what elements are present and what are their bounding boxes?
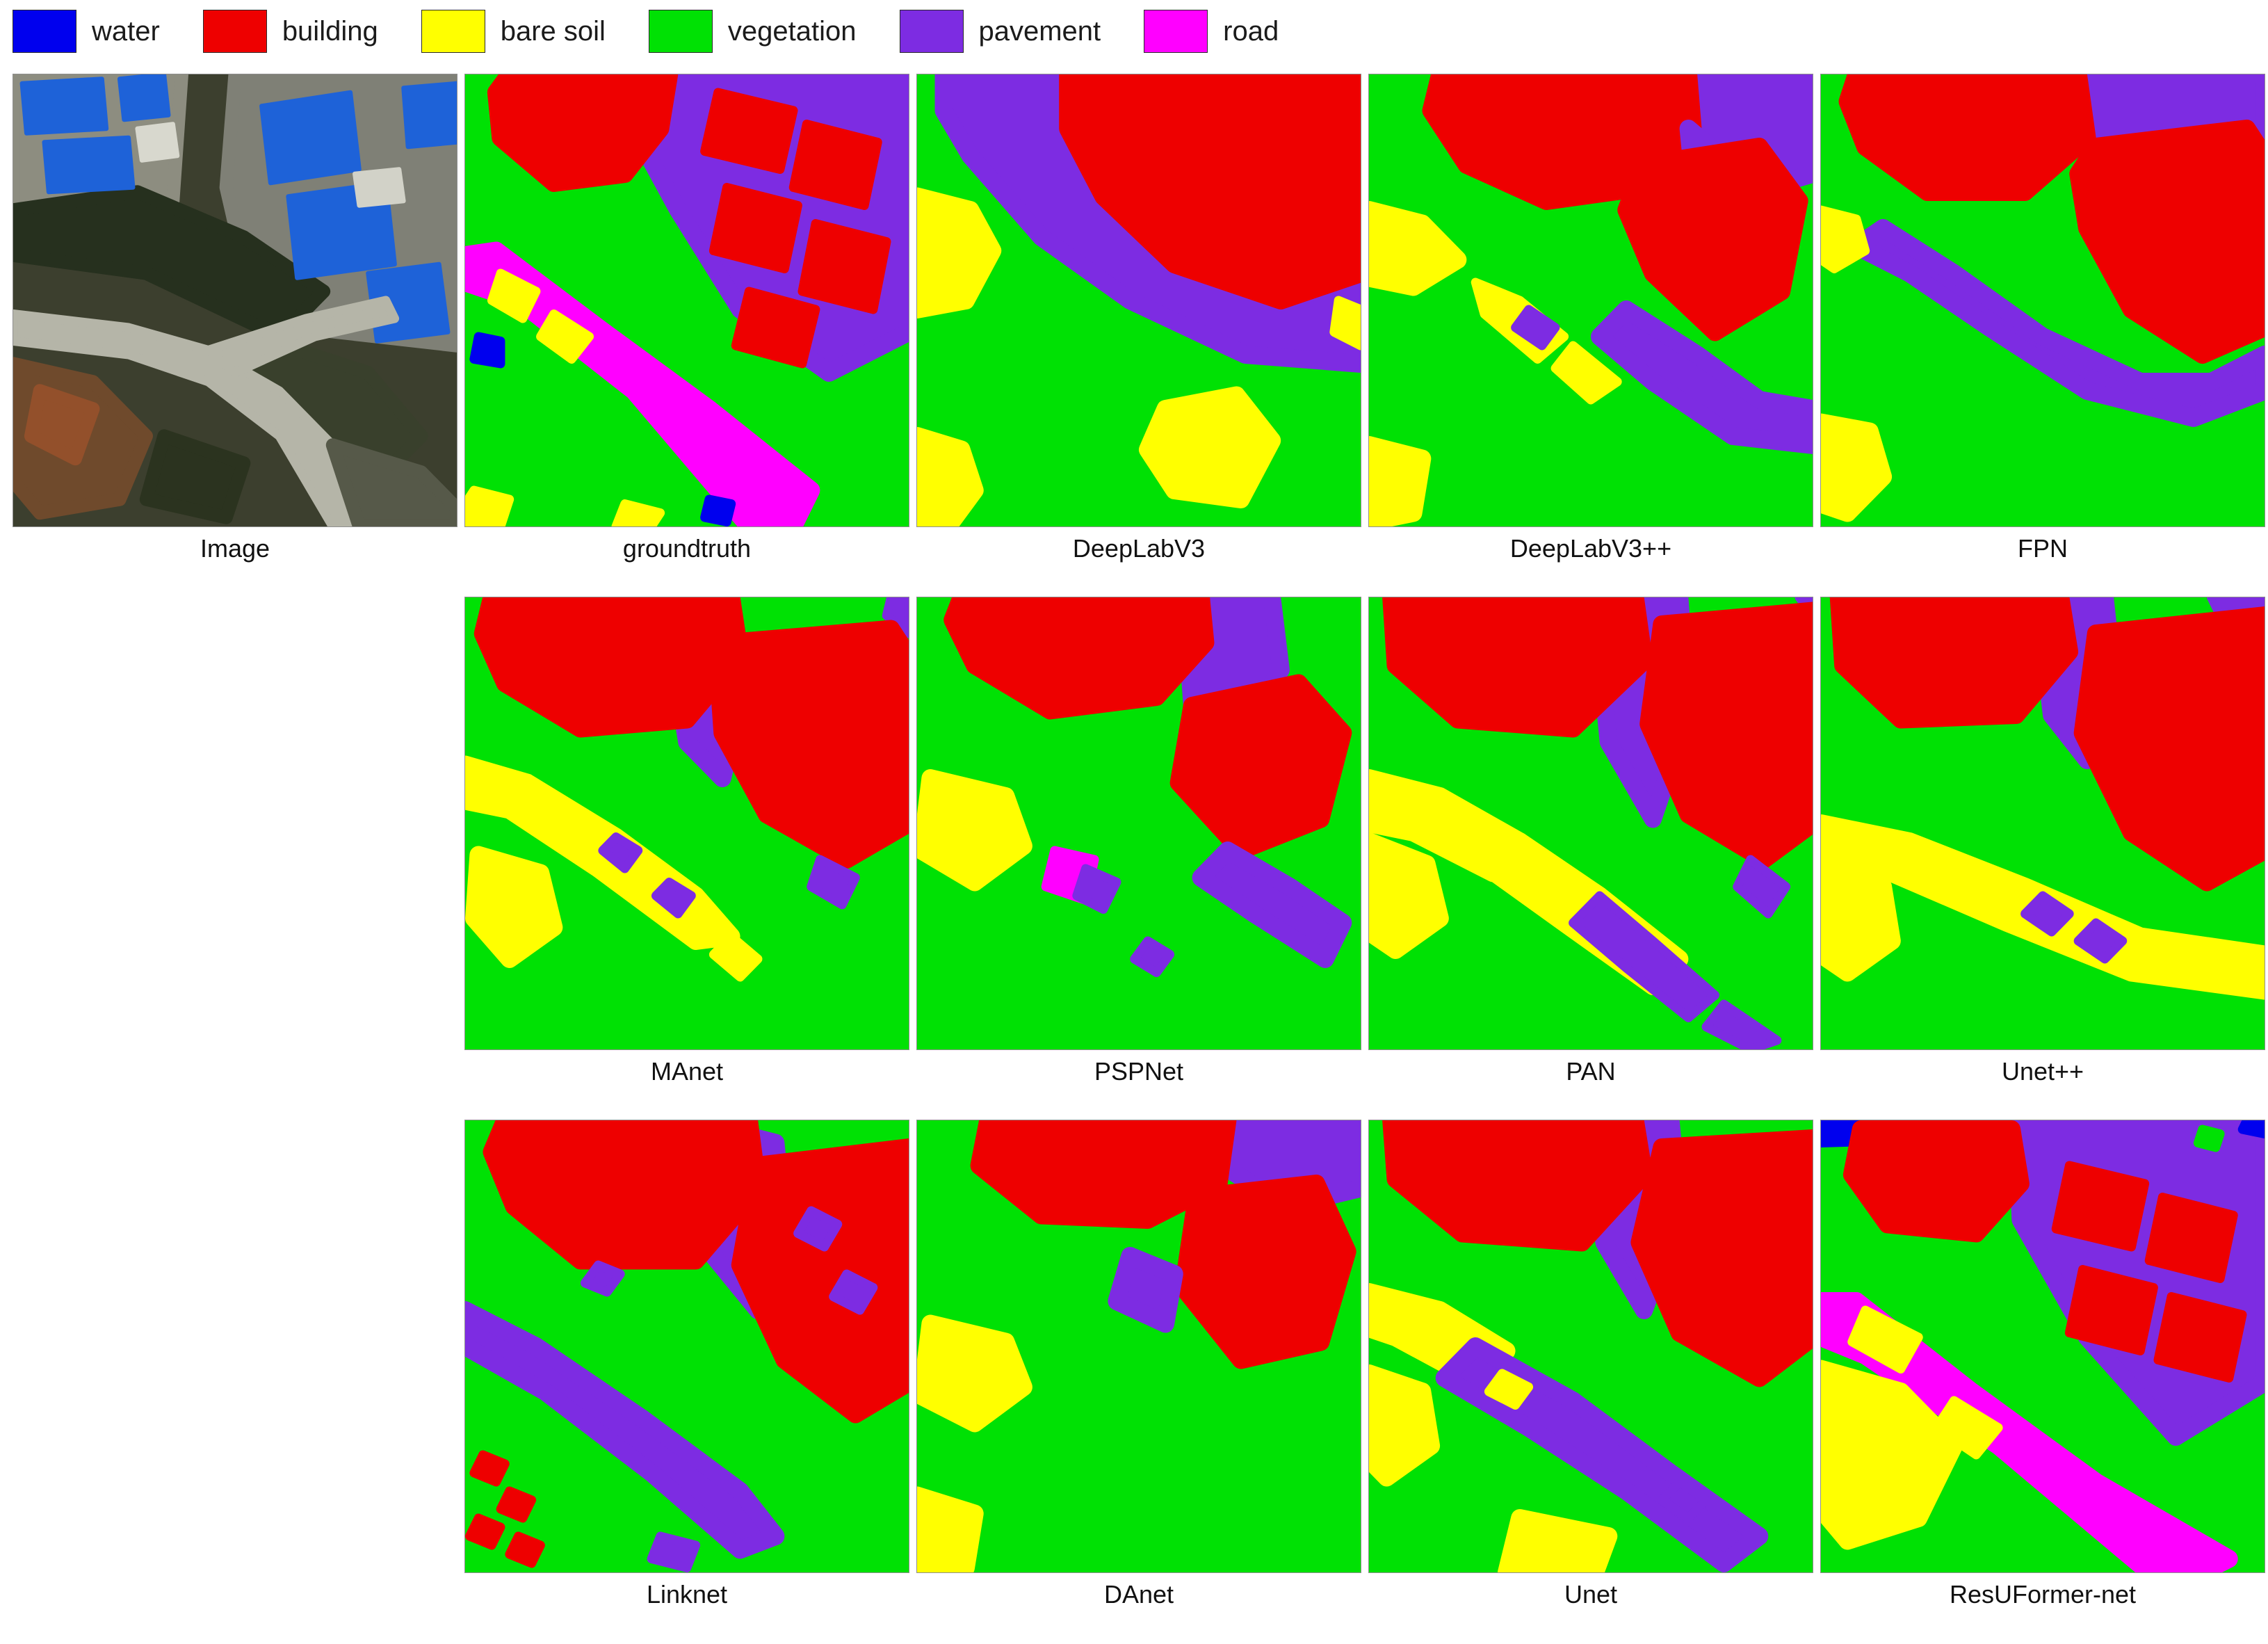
panel-pspnet: PSPNet [916, 597, 1361, 1089]
panel-fpn: FPN [1820, 74, 2265, 566]
panel-label-linknet: Linknet [646, 1580, 728, 1609]
panel-label-pspnet: PSPNet [1094, 1057, 1184, 1086]
fpn-segmentation-map [1820, 74, 2265, 527]
panel-linknet: Linknet [464, 1120, 909, 1612]
legend-item-bare-soil: bare soil [421, 10, 606, 53]
legend-item-road: road [1144, 10, 1279, 53]
groundtruth-segmentation-map [464, 74, 909, 527]
legend-label-vegetation: vegetation [727, 16, 857, 47]
pspnet-segmentation-map [916, 597, 1361, 1050]
legend-label-pavement: pavement [978, 16, 1101, 47]
panel-grid: Image groundtruth DeepLabV3 DeepLabV3++ FPN M… [0, 74, 2268, 1612]
unet-segmentation-map [1368, 1120, 1813, 1573]
panel-label-unet: Unet [1564, 1580, 1618, 1609]
satellite-image [13, 74, 457, 527]
panel-pan: PAN [1368, 597, 1813, 1089]
panel-unetpp: Unet++ [1820, 597, 2265, 1089]
panel-label-deeplabv3: DeepLabV3 [1072, 534, 1206, 563]
panel-unet: Unet [1368, 1120, 1813, 1612]
panel-deeplabv3pp: DeepLabV3++ [1368, 74, 1813, 566]
legend-label-bare-soil: bare soil [500, 16, 606, 47]
legend-item-vegetation: vegetation [648, 10, 857, 53]
legend-swatch-pavement [899, 10, 964, 53]
panel-deeplabv3: DeepLabV3 [916, 74, 1361, 566]
panel-danet: DAnet [916, 1120, 1361, 1612]
panel-label-unetpp: Unet++ [2001, 1057, 2084, 1086]
legend-swatch-road [1144, 10, 1208, 53]
legend-item-pavement: pavement [899, 10, 1101, 53]
legend: water building bare soil vegetation pavement… [0, 0, 2268, 54]
legend-swatch-bare-soil [421, 10, 485, 53]
panel-resuformer: ResUFormer-net [1820, 1120, 2265, 1612]
legend-swatch-vegetation [648, 10, 713, 53]
legend-item-building: building [202, 10, 378, 53]
legend-label-building: building [282, 16, 378, 47]
danet-segmentation-map [916, 1120, 1361, 1573]
panel-label-pan: PAN [1566, 1057, 1616, 1086]
legend-swatch-water [13, 10, 76, 53]
panel-label-manet: MAnet [650, 1057, 724, 1086]
panel-label-resuformer: ResUFormer-net [1949, 1580, 2137, 1609]
panel-label-danet: DAnet [1103, 1580, 1174, 1609]
legend-label-road: road [1223, 16, 1279, 47]
panel-label-fpn: FPN [2018, 534, 2068, 563]
legend-swatch-building [202, 10, 267, 53]
manet-segmentation-map [464, 597, 909, 1050]
panel-groundtruth: groundtruth [464, 74, 909, 566]
unetpp-segmentation-map [1820, 597, 2265, 1050]
panel-label-groundtruth: groundtruth [622, 534, 752, 563]
legend-label-water: water [92, 16, 160, 47]
linknet-segmentation-map [464, 1120, 909, 1573]
deeplabv3pp-segmentation-map [1368, 74, 1813, 527]
deeplabv3-segmentation-map [916, 74, 1361, 527]
panel-label-image: Image [200, 534, 270, 563]
legend-item-water: water [13, 10, 160, 53]
panel-image: Image [13, 74, 457, 566]
pan-segmentation-map [1368, 597, 1813, 1050]
panel-manet: MAnet [464, 597, 909, 1089]
panel-label-deeplabv3pp: DeepLabV3++ [1509, 534, 1672, 563]
resuformer-segmentation-map [1820, 1120, 2265, 1573]
